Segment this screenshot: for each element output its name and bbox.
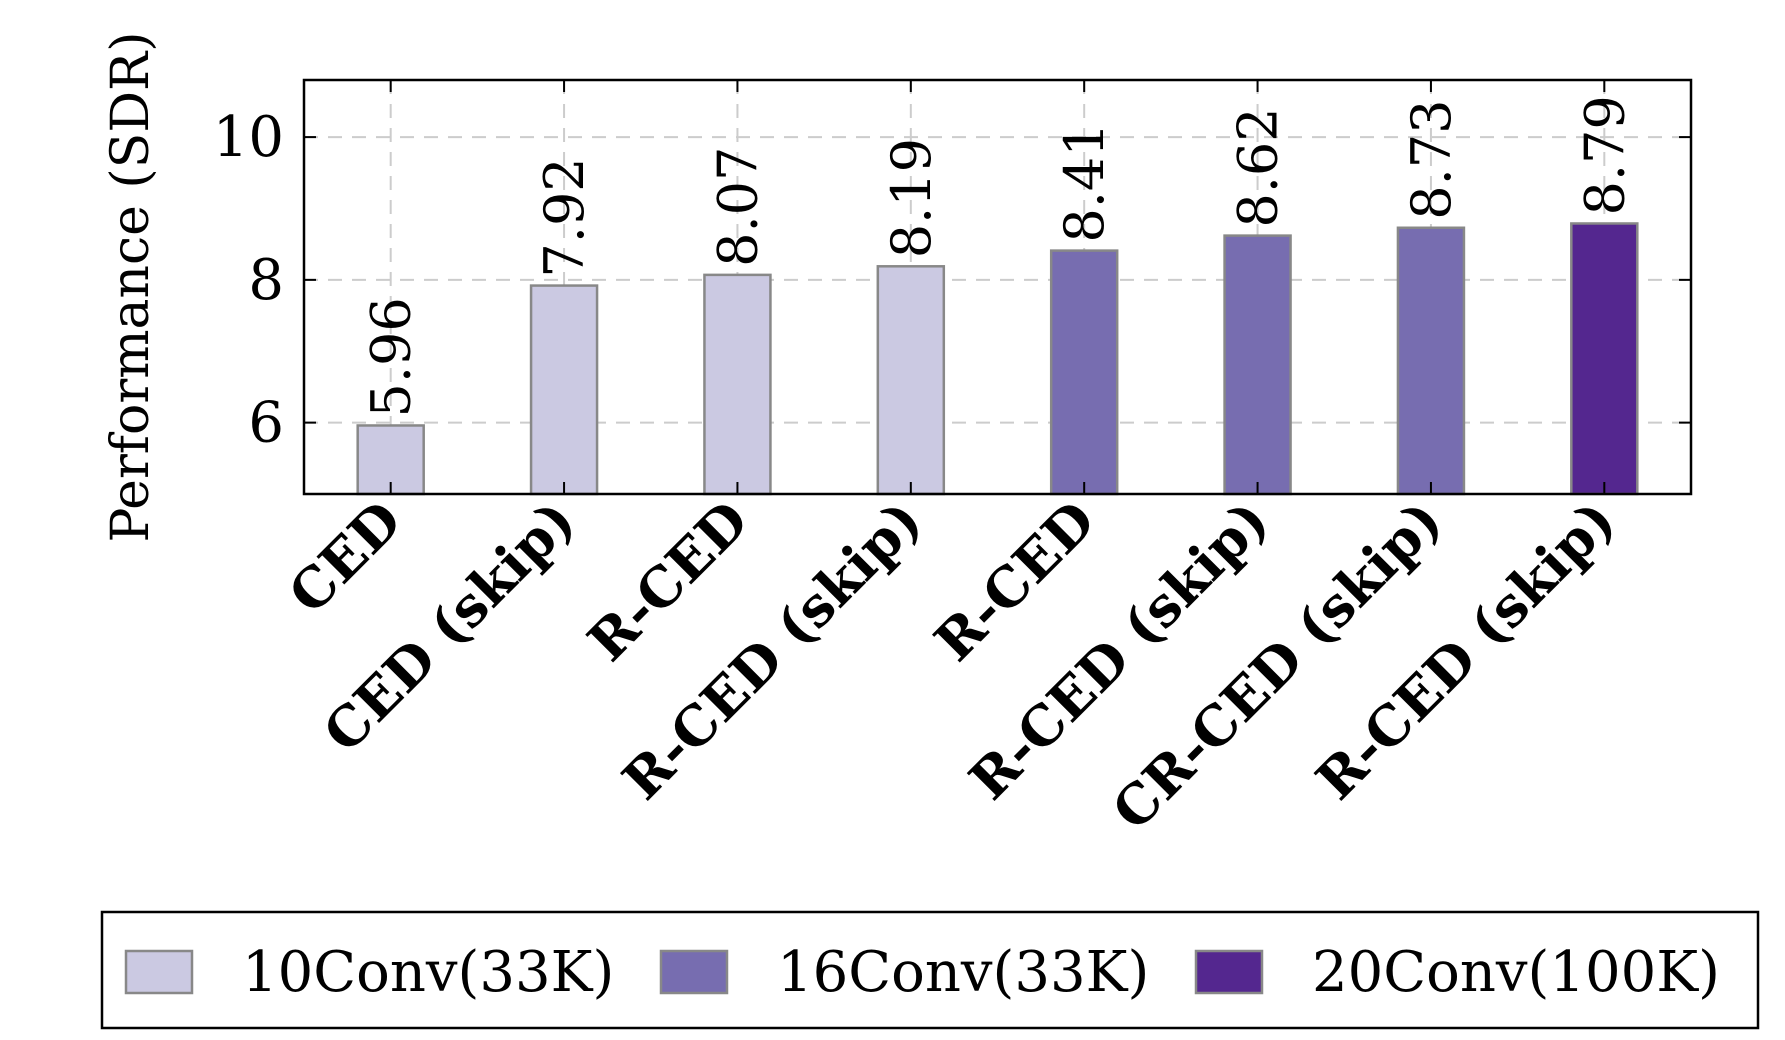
y-axis-label: Performance (SDR): [101, 32, 161, 543]
bars: [356, 222, 1639, 496]
bar: [703, 273, 772, 496]
bar: [529, 284, 599, 496]
legend-swatch: [1194, 949, 1264, 995]
data-label: 8.79: [1573, 95, 1636, 215]
data-label: 8.73: [1400, 100, 1463, 220]
data-label: 8.62: [1227, 107, 1290, 227]
category-label: R-CED (skip): [957, 488, 1281, 812]
y-axis-ticks: 6 8 10: [213, 80, 1691, 494]
category-label: R-CED (skip): [610, 488, 934, 812]
legend-label: 10Conv(33K): [242, 940, 614, 1005]
legend-label: 20Conv(100K): [1312, 940, 1720, 1005]
legend-swatch: [124, 949, 194, 995]
data-label: 5.96: [360, 297, 423, 417]
bar: [1570, 222, 1639, 496]
data-label: 8.41: [1053, 122, 1116, 242]
y-tick-label: 8: [248, 248, 284, 313]
category-label: CR-CED (skip): [1100, 488, 1454, 842]
data-label: 8.19: [880, 138, 943, 258]
y-tick-label: 6: [248, 391, 284, 456]
bar: [876, 265, 946, 496]
legend-box: [100, 910, 1760, 1030]
data-label: 7.92: [533, 157, 596, 277]
legend-label: 16Conv(33K): [777, 940, 1149, 1005]
bar: [1223, 234, 1292, 496]
legend-swatch: [659, 949, 729, 995]
plot-frame: [302, 78, 1693, 496]
legend: 10Conv(33K) 16Conv(33K) 20Conv(100K): [100, 910, 1760, 1030]
category-label: CED: [276, 488, 414, 626]
data-labels: 5.96 7.92 8.07 8.19 8.41 8.62 8.73 8.79: [360, 95, 1637, 417]
bar: [1396, 226, 1466, 496]
bar: [1049, 249, 1119, 496]
grid-lines: [304, 80, 1691, 494]
category-label: R-CED (skip): [1303, 488, 1627, 812]
data-label: 8.07: [706, 147, 769, 267]
y-tick-label: 10: [213, 105, 284, 170]
